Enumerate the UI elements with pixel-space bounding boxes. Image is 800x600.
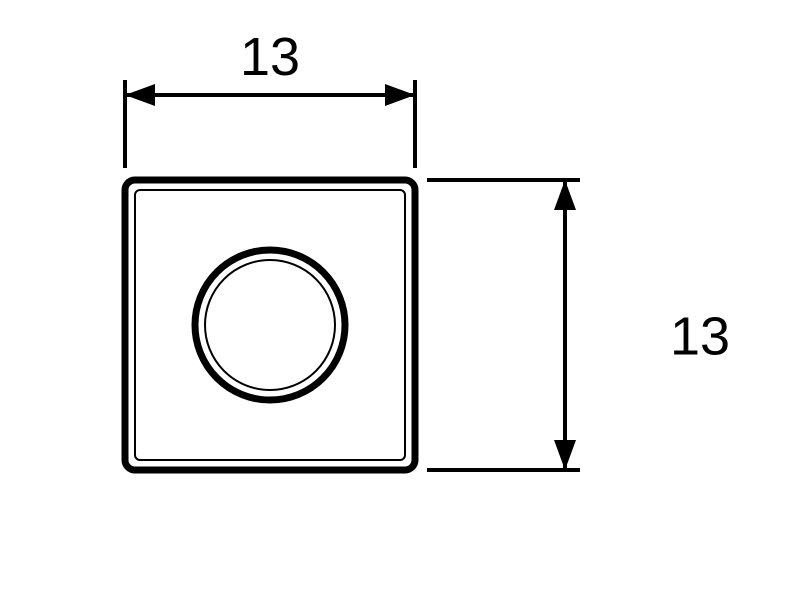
plate-outer [125, 180, 415, 470]
arrowhead-up-icon [554, 180, 576, 210]
plate-inner [135, 190, 405, 460]
dimension-horizontal: 13 [125, 27, 415, 168]
dimension-value-height: 13 [670, 306, 730, 366]
dimension-drawing: 13 13 [0, 0, 800, 600]
button-ring-inner [205, 260, 335, 390]
dimension-value-width: 13 [240, 27, 300, 87]
button-ring-outer [195, 250, 345, 400]
arrowhead-left-icon [125, 84, 155, 106]
dimension-vertical: 13 [427, 180, 730, 470]
arrowhead-down-icon [554, 440, 576, 470]
arrowhead-right-icon [385, 84, 415, 106]
